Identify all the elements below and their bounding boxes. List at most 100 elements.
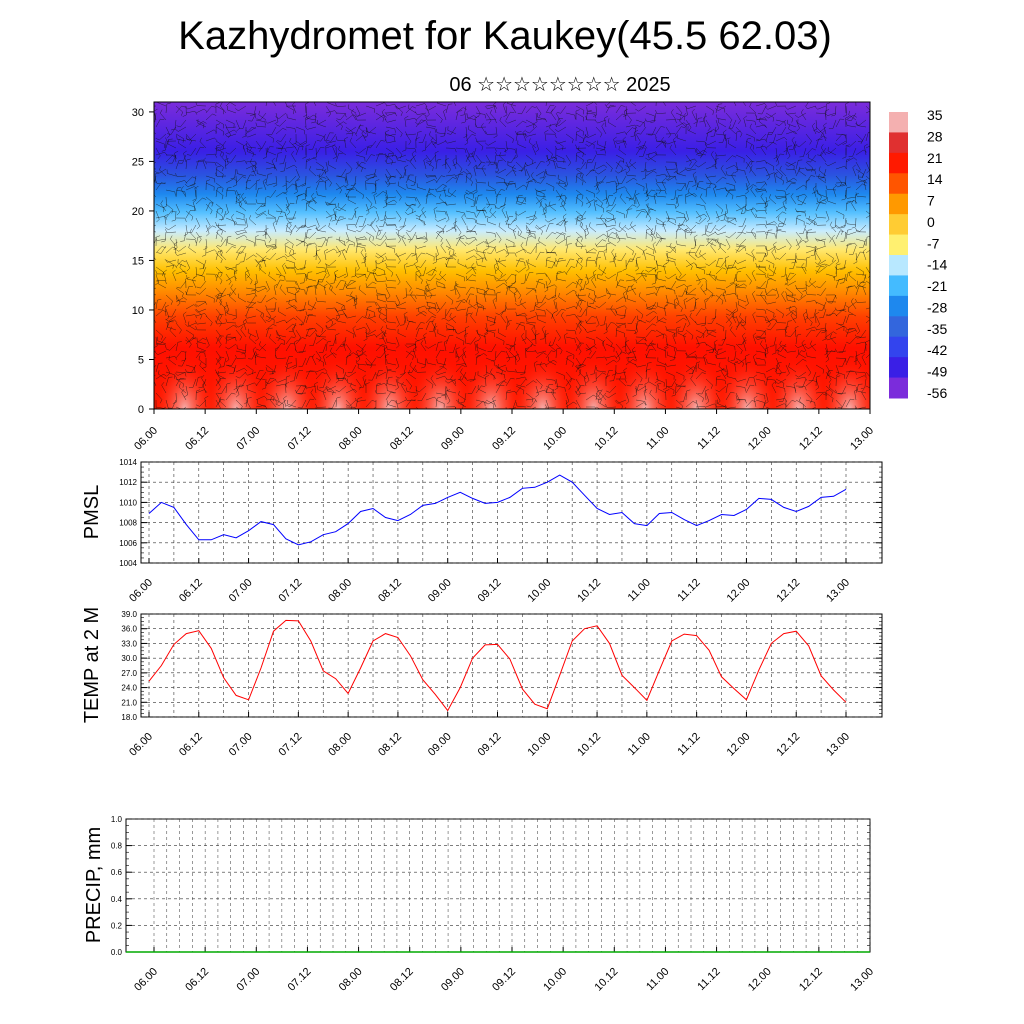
x-tick-label: 09.12 [490, 966, 518, 994]
x-tick-label: 13.00 [848, 966, 876, 994]
temp-panel: 18.0 21.0 24.0 27.0 30.0 33.0 36.0 39.0 06.00 06.… [81, 607, 883, 759]
x-tick-label: 11.00 [626, 731, 653, 758]
plot-frame [140, 613, 883, 718]
colorbar-label: -14 [927, 257, 947, 273]
x-tick-label: 11.00 [626, 577, 653, 604]
x-tick-label: 09.12 [476, 577, 504, 605]
x-tick-label: 08.12 [388, 966, 416, 994]
colorbar-label: 14 [927, 171, 943, 187]
y-tick-label: 1012 [119, 478, 137, 487]
y-tick-label: 1006 [119, 539, 137, 548]
y-tick-label: 10 [132, 305, 144, 317]
plot-frame [125, 818, 871, 953]
y-tick-label: 18.0 [121, 713, 137, 722]
warm-surface-area [563, 359, 624, 409]
x-tick-label: 07.12 [277, 577, 305, 605]
x-tick-label: 11.12 [695, 425, 722, 452]
x-tick-label: 08.00 [326, 731, 354, 759]
y-tick-label: 0 [138, 404, 144, 416]
x-tick-label: 06.00 [127, 577, 155, 605]
x-tick-label: 12.00 [725, 577, 753, 605]
x-tick-label: 12.12 [797, 966, 825, 994]
x-tick-label: 06.12 [177, 731, 205, 759]
y-tick-label: 0.6 [111, 868, 123, 877]
colorbar-label: -35 [927, 321, 947, 337]
x-tick-label: 07.12 [277, 731, 305, 759]
colorbar: 35 28 21 14 7 0 -7 -14 -21 -28 -35 -42 -49 -56 [889, 107, 947, 401]
y-tick-label: 25 [132, 156, 144, 168]
y-tick-label: 36.0 [121, 625, 137, 634]
colorbar-swatch [889, 295, 908, 317]
x-tick-label: 13.00 [824, 731, 852, 759]
colorbar-label: 21 [927, 150, 943, 166]
x-tick-label: 07.00 [227, 577, 255, 605]
colorbar-swatch [889, 255, 908, 276]
x-tick-label: 07.00 [227, 731, 255, 759]
y-tick-label: 5 [138, 354, 144, 366]
y-tick-label: 1014 [119, 458, 137, 467]
x-tick-label: 06.12 [177, 577, 205, 605]
x-tick-label: 11.12 [675, 577, 702, 604]
y-tick-label: 24.0 [121, 684, 137, 693]
precip-panel: 0.0 0.2 0.4 0.6 0.8 1.0 06.00 06.12 07.00 07.12 08… [83, 815, 876, 994]
colorbar-swatch [889, 357, 908, 379]
y-tick-label: 1008 [119, 519, 137, 528]
y-tick-label: 15 [132, 255, 144, 267]
y-tick-label: 0.2 [111, 921, 123, 930]
x-tick-label: 07.00 [234, 966, 262, 994]
colorbar-label: 28 [927, 128, 943, 144]
colorbar-swatch [889, 316, 908, 338]
y-tick-label: 0.4 [111, 895, 123, 904]
colorbar-swatch [889, 193, 908, 215]
y-axis-label: PMSL [81, 485, 103, 539]
x-tick-label: 13.00 [848, 425, 876, 453]
x-tick-label: 10.12 [575, 731, 603, 759]
colorbar-swatch [889, 336, 908, 358]
colorbar-label: -21 [927, 278, 947, 294]
x-tick-label: 08.00 [337, 966, 365, 994]
x-tick-label: 09.00 [439, 425, 467, 453]
colorbar-label: -56 [927, 385, 947, 401]
x-tick-label: 08.12 [376, 731, 404, 759]
x-tick-label: 08.12 [388, 425, 416, 453]
x-tick-label: 07.12 [286, 966, 314, 994]
warm-surface-area [768, 359, 829, 409]
page-title: Kazhydromet for Kaukey(45.5 62.03) [178, 14, 832, 58]
x-tick-label: 10.12 [575, 577, 603, 605]
cross-section-field [154, 102, 870, 409]
y-tick-label: 33.0 [121, 639, 137, 648]
x-tick-label: 12.00 [725, 731, 753, 759]
colorbar-swatch [889, 173, 908, 195]
plot-frame [140, 461, 883, 564]
colorbar-label: 7 [927, 193, 935, 209]
y-tick-label: 30 [132, 107, 144, 119]
y-tick-label: 27.0 [121, 669, 137, 678]
colorbar-swatch [889, 152, 908, 174]
colorbar-swatch [889, 377, 908, 399]
x-tick-label: 08.00 [337, 425, 365, 453]
x-tick-label: 11.00 [644, 966, 671, 993]
x-tick-label: 06.00 [127, 731, 155, 759]
x-tick-label: 10.12 [592, 966, 620, 994]
x-tick-label: 10.12 [592, 425, 620, 453]
colorbar-label: 35 [927, 107, 943, 123]
x-tick-label: 06.12 [183, 425, 211, 453]
y-tick-label: 21.0 [121, 698, 137, 707]
warm-surface-area [512, 359, 573, 409]
x-tick-label: 09.00 [439, 966, 467, 994]
x-tick-label: 12.12 [797, 425, 825, 453]
colorbar-swatch [889, 132, 908, 154]
x-tick-label: 09.00 [426, 577, 454, 605]
warm-surface-area [308, 359, 369, 409]
colorbar-label: 0 [927, 214, 935, 230]
x-tick-label: 09.00 [426, 731, 454, 759]
x-tick-label: 08.12 [376, 577, 404, 605]
pmsl-line [148, 474, 847, 546]
y-tick-label: 0.0 [111, 948, 123, 957]
page-subtitle: 06 ☆☆☆☆☆☆☆☆ 2025 [449, 74, 671, 96]
x-tick-label: 06.00 [132, 425, 160, 453]
y-tick-label: 0.8 [111, 842, 123, 851]
temp2m-line [148, 619, 847, 712]
x-tick-label: 06.00 [132, 966, 160, 994]
